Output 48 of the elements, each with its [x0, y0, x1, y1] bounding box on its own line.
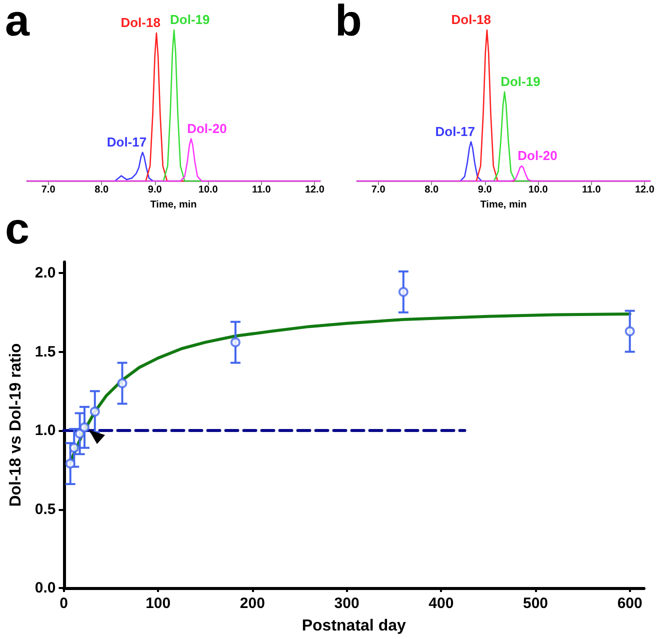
- x-tick-label: 400: [428, 595, 454, 612]
- x-tick-label: 600: [617, 595, 642, 612]
- y-tick-label: 1.5: [34, 343, 56, 360]
- series-label: Dol-17: [106, 134, 147, 150]
- x-tick-label: 12.0: [634, 184, 655, 196]
- point: [398, 286, 408, 297]
- x-tick-label: 7.0: [371, 184, 386, 196]
- series-label: Dol-17: [435, 124, 476, 139]
- y-tick-label: 2.0: [34, 264, 56, 282]
- point: [74, 428, 85, 439]
- x-tick-label: 500: [522, 595, 548, 612]
- series-label: Dol-18: [120, 15, 160, 30]
- x-tick-label: 8.0: [424, 184, 439, 196]
- x-axis-title: Time, min: [150, 200, 197, 210]
- point: [80, 422, 90, 432]
- y-tick-label: 1.0: [34, 422, 56, 440]
- point: [90, 406, 100, 417]
- x-tick-label: 200: [240, 595, 265, 612]
- point: [65, 458, 76, 469]
- x-tick-label: 11.0: [582, 184, 602, 196]
- x-tick-label: 10.0: [528, 184, 548, 196]
- y-tick-label: 0.5: [34, 500, 56, 518]
- x-tick-label: 0: [60, 595, 68, 612]
- x-tick-label: 300: [334, 595, 360, 612]
- chart-title: c: [5, 204, 30, 254]
- point: [117, 378, 128, 388]
- x-tick-label: 9.0: [478, 184, 492, 196]
- x-tick-label: 9.0: [148, 184, 162, 196]
- x-tick-label: 8.0: [94, 184, 109, 196]
- chart-title: a: [5, 0, 30, 46]
- x-tick-label: 7.0: [41, 184, 56, 196]
- series-label: Dol-20: [518, 148, 558, 163]
- point: [624, 326, 635, 336]
- y-axis-title: Dol-18 vs Dol-19 ratio: [8, 342, 24, 507]
- series-label: Dol-20: [187, 120, 227, 136]
- y-tick-label: 0.0: [34, 580, 56, 596]
- x-tick-label: 12.0: [304, 184, 325, 196]
- x-tick-label: 100: [146, 595, 171, 612]
- series-label: Dol-19: [500, 74, 540, 89]
- point: [69, 442, 80, 453]
- x-tick-label: 10.0: [198, 184, 218, 196]
- chart-title: b: [335, 0, 362, 46]
- series-label: Dol-18: [451, 12, 491, 27]
- point: [230, 337, 240, 348]
- x-axis-title: Time, min: [480, 200, 527, 210]
- x-tick-label: 11.0: [252, 184, 272, 196]
- x-axis-title: Postnatal day: [302, 618, 406, 634]
- series-label: Dol-19: [170, 12, 210, 27]
